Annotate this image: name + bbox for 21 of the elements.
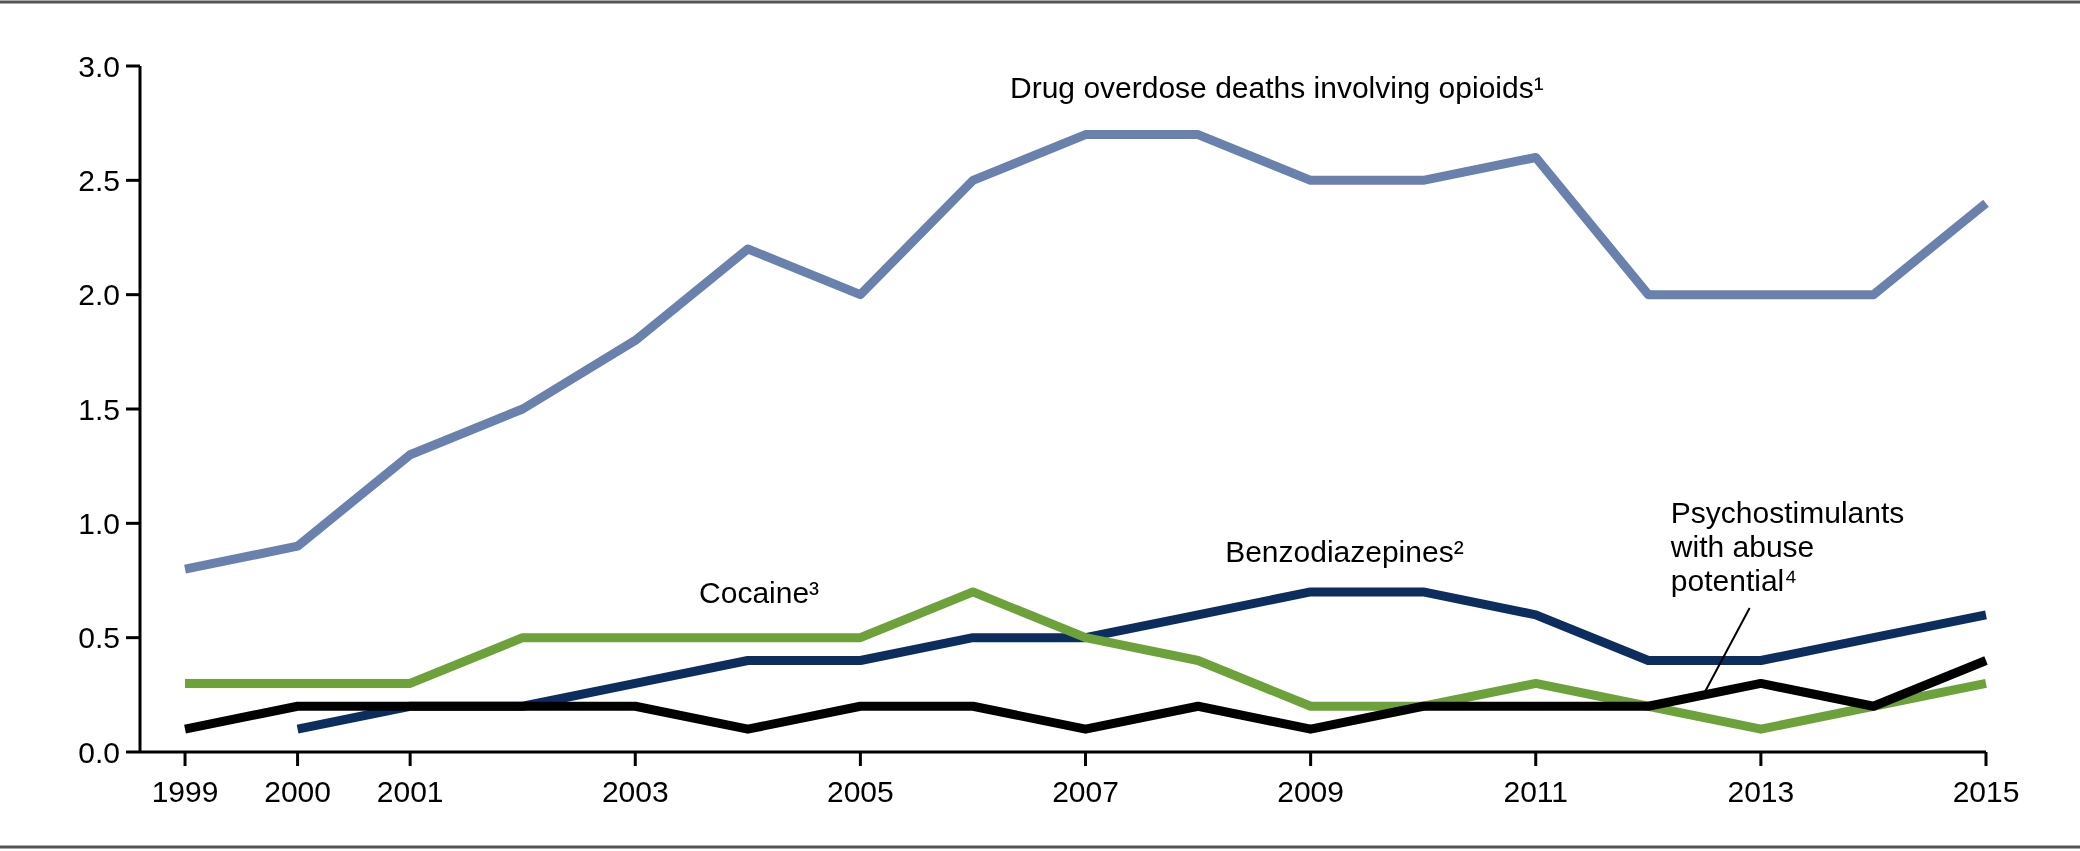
x-tick-label: 2005 [827, 775, 894, 808]
y-tick-label: 1.0 [78, 506, 120, 540]
y-tick-label: 3.0 [78, 49, 120, 83]
x-tick-label: 2000 [264, 775, 331, 808]
x-tick-label: 2015 [1952, 775, 2020, 808]
y-tick-label: 2.5 [78, 163, 120, 197]
x-tick-label: 2007 [1052, 775, 1119, 808]
y-tick-label: 2.0 [78, 278, 120, 312]
x-tick-label: 2003 [601, 775, 669, 808]
x-tick-label: 2001 [376, 775, 444, 808]
series-label: Benzodiazepines² [1225, 535, 1464, 569]
x-tick-label: 2009 [1277, 775, 1345, 808]
text: Psychostimulants with abuse potential⁴ [1669, 496, 1905, 598]
y-tick-label: 0.0 [78, 735, 120, 769]
x-tick-label: 2011 [1503, 775, 1569, 808]
series-label: Drug overdose deaths involving opioids¹ [1010, 71, 1544, 105]
series-label: Cocaine³ [699, 576, 820, 610]
y-tick-label: 0.5 [78, 621, 120, 655]
y-tick-label: 1.5 [78, 392, 120, 426]
x-tick-label: 2013 [1727, 775, 1795, 808]
x-tick-label: 1999 [151, 775, 219, 808]
